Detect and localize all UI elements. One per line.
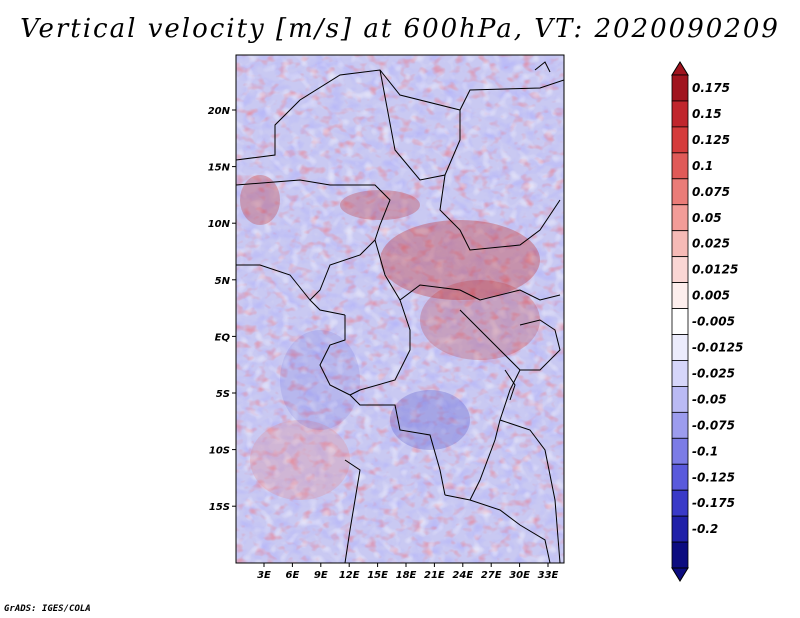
lon-label: 21E xyxy=(424,570,445,581)
lon-label: 33E xyxy=(538,570,559,581)
colorbar-swatch xyxy=(671,230,689,258)
colorbar-swatch xyxy=(671,204,689,232)
map-title: Vertical velocity [m/s] at 600hPa, VT: 2… xyxy=(20,14,780,44)
lon-label: 12E xyxy=(339,570,360,581)
colorbar-label: 0.15 xyxy=(692,107,722,121)
colorbar-label: -0.05 xyxy=(692,392,727,406)
colorbar-swatch xyxy=(671,385,689,413)
latitude-axis: 20N 15N 10N 5N EQ 5S 10S 15S xyxy=(208,106,236,513)
lat-label: EQ xyxy=(215,332,231,343)
colorbar-label: -0.1 xyxy=(692,444,718,458)
colorbar-swatch xyxy=(671,126,689,154)
colorbar-label: 0.175 xyxy=(692,81,730,95)
colorbar-label: 0.0125 xyxy=(692,263,738,277)
colorbar-swatch xyxy=(671,308,689,335)
colorbar-swatch xyxy=(671,541,689,569)
lat-label: 15S xyxy=(209,502,230,513)
colorbar: 0.175 0.15 0.125 0.1 0.075 0.05 0.025 0.0125 0.0… xyxy=(671,61,743,583)
colorbar-swatch xyxy=(671,489,689,517)
lon-label: 18E xyxy=(396,570,417,581)
colorbar-swatch xyxy=(671,282,689,309)
colorbar-label: -0.075 xyxy=(692,418,735,432)
colorbar-swatch xyxy=(671,515,689,543)
colorbar-swatch xyxy=(671,178,689,206)
colorbar-swatch xyxy=(671,74,689,102)
longitude-axis: 3E 6E 9E 12E 15E 18E 21E 24E 27E 30E 33E xyxy=(257,563,559,581)
colorbar-swatch xyxy=(671,100,689,128)
lat-label: 10S xyxy=(209,446,230,457)
grads-credit: GrADS: IGES/COLA xyxy=(4,604,91,614)
lon-label: 24E xyxy=(452,570,473,581)
lon-label: 3E xyxy=(257,570,271,581)
colorbar-label: -0.125 xyxy=(692,470,735,484)
colorbar-swatch xyxy=(671,360,689,387)
colorbar-swatch xyxy=(671,152,689,180)
colorbar-bottom-arrow xyxy=(671,567,689,583)
lat-label: 15N xyxy=(208,163,231,174)
lat-label: 20N xyxy=(208,106,231,117)
lat-label: 10N xyxy=(208,219,231,230)
colorbar-label: 0.125 xyxy=(692,133,730,147)
colorbar-label: 0.025 xyxy=(692,237,730,251)
country-borders xyxy=(236,61,564,563)
lon-label: 9E xyxy=(314,570,328,581)
lon-label: 30E xyxy=(509,570,530,581)
lat-label: 5S xyxy=(216,389,230,400)
colorbar-swatch xyxy=(671,334,689,361)
colorbar-label: 0.005 xyxy=(692,289,730,303)
colorbar-swatch xyxy=(671,411,689,439)
colorbar-swatch xyxy=(671,463,689,491)
colorbar-label: 0.075 xyxy=(692,185,730,199)
lon-label: 27E xyxy=(481,570,502,581)
lon-label: 15E xyxy=(367,570,388,581)
map-frame xyxy=(235,54,565,564)
lat-label: 5N xyxy=(215,276,231,287)
velocity-field xyxy=(236,55,564,563)
colorbar-label: -0.005 xyxy=(692,315,735,329)
colorbar-label: 0.1 xyxy=(692,159,713,173)
colorbar-label: -0.2 xyxy=(692,522,718,536)
colorbar-swatch xyxy=(671,256,689,283)
lon-label: 6E xyxy=(286,570,300,581)
colorbar-label: 0.05 xyxy=(692,211,722,225)
colorbar-label: -0.025 xyxy=(692,366,735,380)
colorbar-label: -0.175 xyxy=(692,496,735,510)
colorbar-label: -0.0125 xyxy=(692,341,743,355)
colorbar-swatch xyxy=(671,437,689,465)
colorbar-top-arrow xyxy=(671,61,689,76)
